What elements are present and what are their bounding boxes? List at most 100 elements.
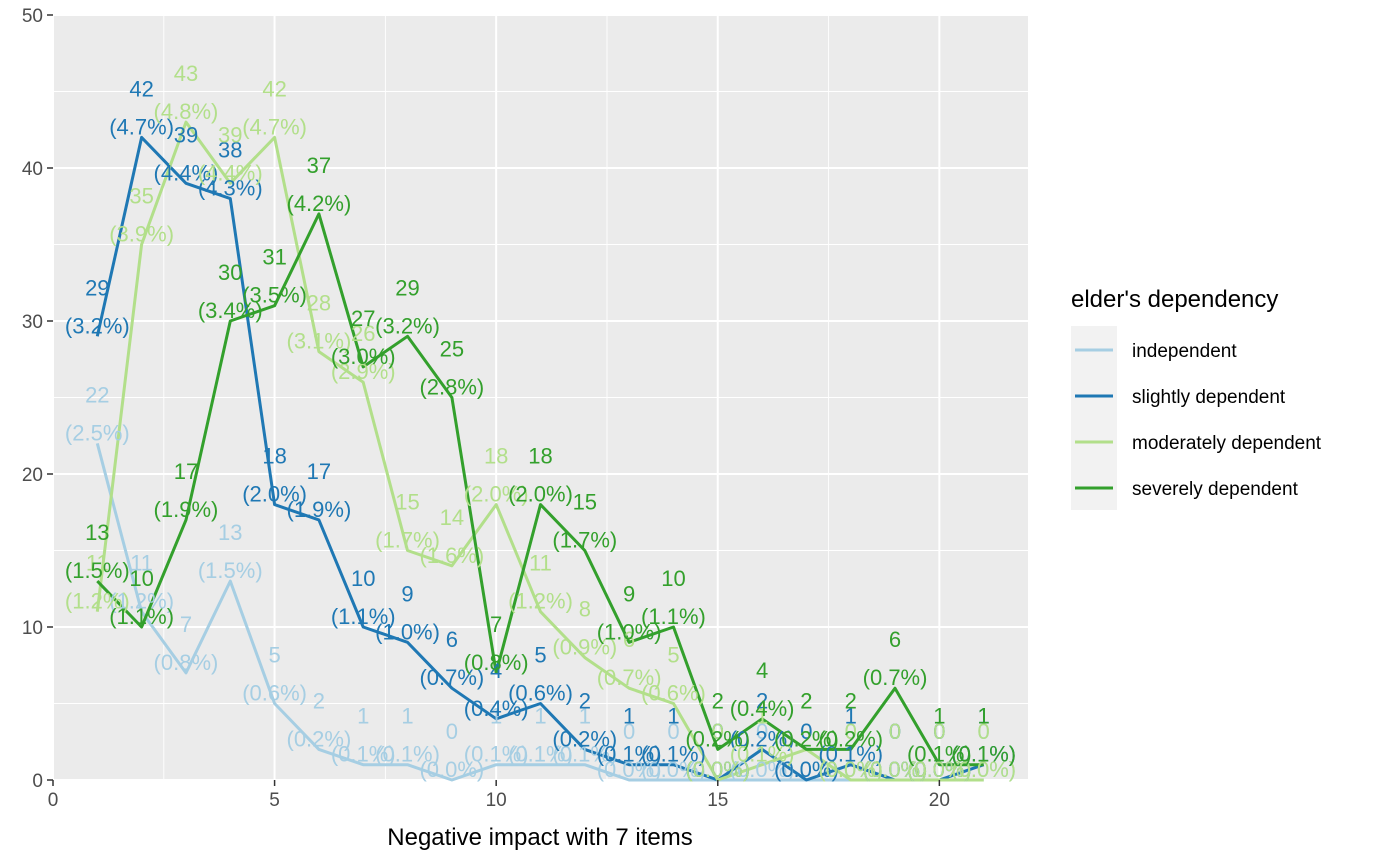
series-lines [95, 120, 985, 782]
data-label-percent: (1.1%) [641, 604, 706, 629]
data-label-count: 11 [130, 551, 153, 576]
data-label-percent: (1.2%) [109, 589, 174, 614]
x-tick-label: 15 [707, 790, 728, 811]
data-label-percent: (0.6%) [641, 681, 706, 706]
data-label-percent: (3.2%) [65, 313, 130, 338]
major-gridlines [52, 14, 1028, 781]
data-label-count: 0 [889, 719, 901, 744]
data-label-percent: (0.1%) [464, 742, 529, 767]
data-label-percent: (0.9%) [552, 635, 617, 660]
data-label-count: 0 [845, 719, 857, 744]
legend-label: moderately dependent [1132, 433, 1322, 454]
x-tick-label: 5 [269, 790, 280, 811]
data-label-count: 28 [307, 291, 331, 316]
data-label-count: 15 [395, 490, 419, 515]
data-label-percent: (1.1%) [109, 604, 174, 629]
data-label-percent: (0.4%) [464, 696, 529, 721]
data-label-count: 1 [667, 704, 679, 729]
data-label-percent: (0.0%) [419, 757, 484, 782]
data-label-percent: (0.4%) [730, 696, 795, 721]
data-label-count: 6 [446, 627, 458, 652]
legend-items: independent slightly dependent moderately … [1075, 341, 1322, 500]
data-label-count: 8 [579, 597, 591, 622]
data-label-count: 7 [490, 612, 502, 637]
data-label-count: 1 [534, 704, 546, 729]
data-label-percent: (0.0%) [863, 757, 928, 782]
data-label-count: 6 [623, 627, 635, 652]
data-label-percent: (0.2%) [774, 726, 839, 751]
data-label-percent: (3.4%) [198, 298, 263, 323]
data-label-count: 2 [756, 688, 768, 713]
data-label-percent: (4.4%) [154, 160, 219, 185]
data-label-count: 13 [218, 520, 242, 545]
data-label-count: 25 [440, 337, 464, 362]
data-label-count: 2 [712, 688, 724, 713]
data-label-percent: (0.1%) [331, 742, 396, 767]
data-label-count: 0 [623, 719, 635, 744]
legend-label: slightly dependent [1132, 387, 1286, 408]
data-label-count: 2 [579, 688, 591, 713]
data-label-percent: (0.1%) [552, 742, 617, 767]
minor-gridlines [53, 15, 1028, 780]
data-label-count: 14 [440, 505, 464, 530]
x-axis-title: Negative impact with 7 items [387, 824, 692, 851]
data-label-count: 1 [978, 704, 990, 729]
data-label-percent: (1.0%) [597, 619, 662, 644]
data-label-count: 9 [623, 581, 635, 606]
series-line [95, 443, 984, 782]
data-label-percent: (0.0%) [951, 757, 1016, 782]
y-tick-label: 30 [22, 312, 43, 333]
data-label-percent: (0.2%) [730, 726, 795, 751]
data-label-percent: (1.7%) [552, 528, 617, 553]
data-label-percent: (1.1%) [331, 604, 396, 629]
data-label-count: 2 [845, 688, 857, 713]
data-labels: 22(2.5%)11(1.2%)7(0.8%)13(1.5%)5(0.6%) 2(… [65, 61, 1016, 782]
data-label-percent: (0.0%) [774, 757, 839, 782]
data-label-percent: (0.1%) [597, 742, 662, 767]
data-label-count: 22 [85, 382, 109, 407]
data-label-count: 10 [129, 566, 153, 591]
data-label-count: 2 [313, 688, 325, 713]
data-label-percent: (3.0%) [331, 344, 396, 369]
series-line [95, 120, 984, 782]
data-label-percent: (2.5%) [65, 420, 130, 445]
data-label-percent: (0.1%) [730, 742, 795, 767]
data-label-count: 18 [484, 444, 508, 469]
data-label-count: 27 [351, 306, 375, 331]
data-label-percent: (0.0%) [818, 757, 883, 782]
data-label-count: 29 [395, 275, 419, 300]
data-label-count: 26 [351, 321, 375, 346]
data-label-count: 0 [667, 719, 679, 744]
data-label-count: 0 [756, 719, 768, 744]
data-label-percent: (0.0%) [907, 757, 972, 782]
data-label-percent: (1.9%) [154, 497, 219, 522]
data-label-count: 0 [446, 719, 458, 744]
data-label-percent: (0.2%) [552, 726, 617, 751]
data-label-count: 31 [262, 245, 286, 270]
data-label-percent: (0.2%) [287, 726, 352, 751]
data-label-count: 11 [86, 551, 109, 576]
data-label-percent: (0.0%) [730, 757, 795, 782]
data-label-percent: (0.0%) [818, 757, 883, 782]
data-label-count: 0 [933, 719, 945, 744]
legend-label: severely dependent [1132, 479, 1299, 500]
data-label-percent: (4.7%) [242, 114, 307, 139]
data-label-count: 35 [129, 184, 153, 209]
data-label-count: 7 [180, 612, 192, 637]
data-label-percent: (2.0%) [464, 482, 529, 507]
data-label-percent: (0.2%) [774, 726, 839, 751]
data-label-percent: (0.0%) [685, 757, 750, 782]
data-label-count: 0 [889, 719, 901, 744]
data-label-count: 1 [756, 704, 768, 729]
data-label-count: 29 [85, 275, 109, 300]
legend: elder's dependency independent slightly d… [1071, 286, 1322, 510]
data-label-percent: (0.7%) [597, 665, 662, 690]
data-label-percent: (1.2%) [65, 589, 130, 614]
data-label-count: 2 [800, 688, 812, 713]
data-label-percent: (0.0%) [863, 757, 928, 782]
data-label-percent: (0.1%) [818, 742, 883, 767]
data-label-percent: (4.4%) [198, 160, 263, 185]
data-label-count: 9 [401, 581, 413, 606]
data-label-percent: (0.0%) [774, 757, 839, 782]
